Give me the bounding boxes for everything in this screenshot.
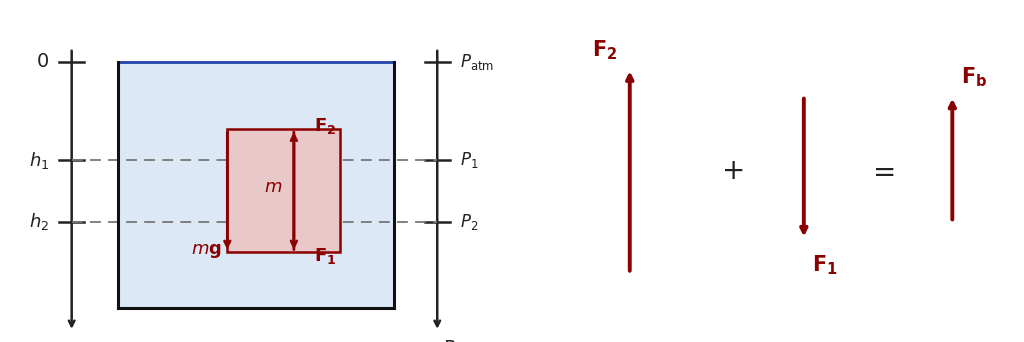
Bar <box>118 62 394 308</box>
Text: $\mathbf{F_2}$: $\mathbf{F_2}$ <box>592 38 617 62</box>
Text: $m\mathbf{g}$: $m\mathbf{g}$ <box>191 242 222 260</box>
Text: $\mathbf{F_1}$: $\mathbf{F_1}$ <box>812 253 838 277</box>
Text: $=$: $=$ <box>866 157 895 185</box>
Text: $0$: $0$ <box>36 52 49 71</box>
Bar <box>227 129 340 252</box>
Text: $+$: $+$ <box>721 157 743 185</box>
Text: $m$: $m$ <box>264 179 283 196</box>
Text: $P_2$: $P_2$ <box>460 212 478 232</box>
Text: $\mathbf{F_1}$: $\mathbf{F_1}$ <box>314 246 337 265</box>
Text: $P_1$: $P_1$ <box>460 150 478 170</box>
Text: $P_{\mathrm{atm}}$: $P_{\mathrm{atm}}$ <box>460 52 494 71</box>
Text: $\mathbf{F_b}$: $\mathbf{F_b}$ <box>961 65 987 89</box>
Text: $P$: $P$ <box>442 339 456 342</box>
Text: $\mathbf{F_2}$: $\mathbf{F_2}$ <box>314 116 337 135</box>
Text: $h_2$: $h_2$ <box>29 211 49 232</box>
Text: $h_1$: $h_1$ <box>29 149 49 171</box>
